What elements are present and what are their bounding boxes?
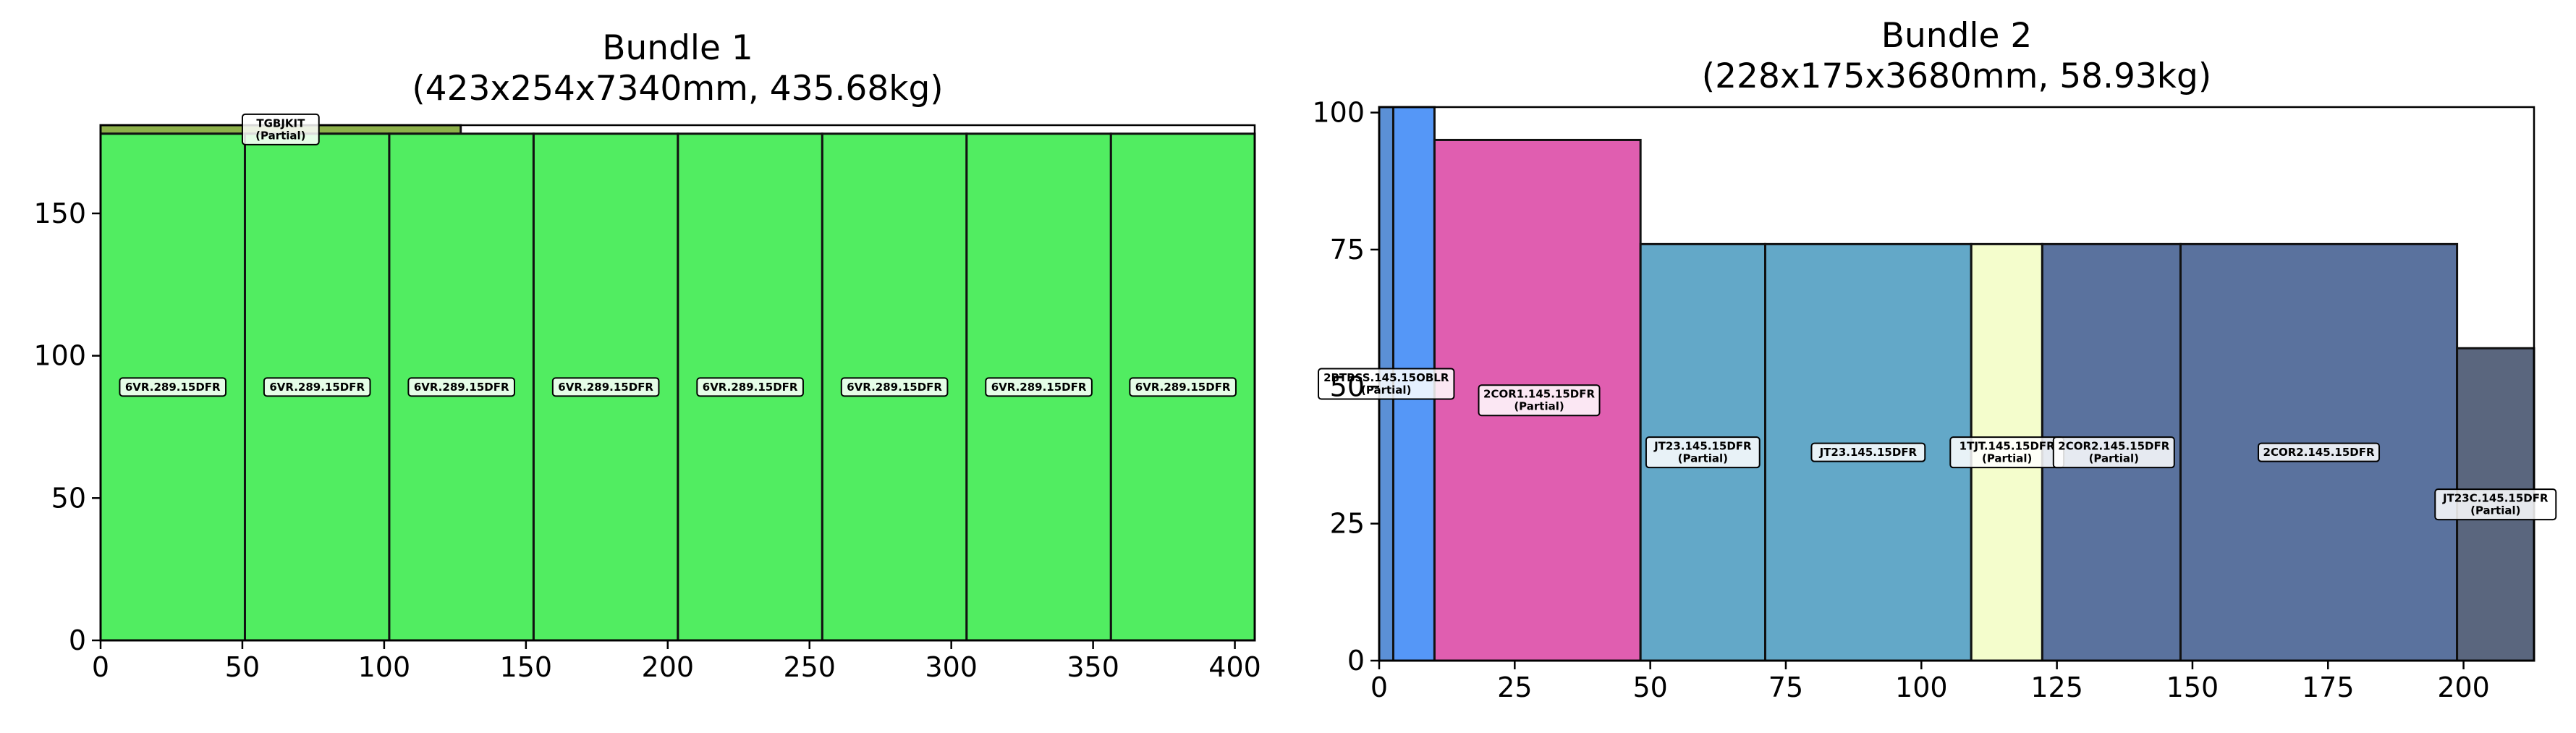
- x-tick-label: 200: [642, 651, 695, 683]
- bundle-2-item-label-1: 2BTBSS.145.15OBLR(Partial): [1318, 368, 1455, 400]
- x-tick-label: 150: [500, 651, 553, 683]
- chart-title-line-1: Bundle 2: [1881, 16, 2032, 56]
- chart-title-line-2: (228x175x3680mm, 58.93kg): [1702, 56, 2211, 96]
- x-tick-label: 50: [225, 651, 260, 683]
- label-text: (Partial): [1678, 452, 1728, 465]
- label-box: [241, 113, 320, 145]
- bundle-1-item-label-5: 6VR.289.15DFR: [551, 377, 660, 397]
- y-tick-label: 50: [51, 482, 86, 514]
- bundle-2-item-label-4: JT23.145.15DFR(Partial): [1645, 436, 1761, 469]
- bundle-2-item-label-8: 2COR2.145.15DFR: [2258, 442, 2381, 462]
- label-text: 6VR.289.15DFR: [558, 381, 653, 394]
- label-text: (Partial): [2089, 452, 2139, 465]
- bundle-1-item-label-2: 6VR.289.15DFR: [119, 377, 227, 397]
- bundle-1-item-label-1: TGBJKIT(Partial): [241, 113, 320, 145]
- label-text: (Partial): [1982, 452, 2032, 465]
- label-box: [1318, 368, 1455, 400]
- bundle-2-item-label-6: 1TJT.145.15DFR(Partial): [1949, 436, 2065, 469]
- y-tick-label: 0: [69, 624, 86, 656]
- label-text: (Partial): [2470, 504, 2520, 517]
- bundle-1-item-label-8: 6VR.289.15DFR: [985, 377, 1093, 397]
- label-box: [2434, 488, 2557, 521]
- label-box: [1478, 384, 1601, 417]
- x-tick-label: 175: [2302, 671, 2355, 703]
- x-tick-label: 125: [2030, 671, 2083, 703]
- y-tick-label: 25: [1330, 508, 1365, 540]
- y-tick-label: 100: [1312, 97, 1365, 129]
- y-tick-label: 150: [33, 198, 86, 229]
- x-tick-label: 200: [2437, 671, 2490, 703]
- label-text: JT23.145.15DFR: [1653, 440, 1752, 453]
- chart-title-line-2: (423x254x7340mm, 435.68kg): [412, 69, 943, 109]
- label-text: 2BTBSS.145.15OBLR: [1323, 371, 1449, 384]
- label-text: 6VR.289.15DFR: [414, 381, 509, 394]
- x-tick-label: 0: [1370, 671, 1388, 703]
- label-text: (Partial): [255, 129, 305, 142]
- label-text: 6VR.289.15DFR: [1135, 381, 1231, 394]
- x-tick-label: 250: [783, 651, 836, 683]
- label-box: [1129, 377, 1237, 397]
- x-tick-label: 0: [92, 651, 109, 683]
- label-box: [840, 377, 949, 397]
- bundle-1-item-label-7: 6VR.289.15DFR: [840, 377, 949, 397]
- label-text: 1TJT.145.15DFR: [1959, 440, 2055, 453]
- label-text: 6VR.289.15DFR: [991, 381, 1087, 394]
- x-tick-label: 25: [1497, 671, 1532, 703]
- x-tick-label: 400: [1208, 651, 1261, 683]
- label-box: [119, 377, 227, 397]
- label-text: 6VR.289.15DFR: [703, 381, 798, 394]
- label-text: JT23C.145.15DFR: [2442, 492, 2549, 505]
- bundle-1-item-label-6: 6VR.289.15DFR: [696, 377, 804, 397]
- label-text: (Partial): [1361, 384, 1411, 397]
- label-box: [2052, 436, 2175, 469]
- label-text: TGBJKIT: [256, 116, 305, 130]
- y-tick-label: 75: [1330, 234, 1365, 266]
- x-tick-label: 350: [1067, 651, 1119, 683]
- bundle-2-item-label-7: 2COR2.145.15DFR(Partial): [2052, 436, 2175, 469]
- label-box: [2258, 442, 2381, 462]
- bundle-1-item-label-3: 6VR.289.15DFR: [263, 377, 371, 397]
- y-tick-label: 0: [1347, 645, 1365, 677]
- label-text: JT23.145.15DFR: [1819, 446, 1918, 459]
- label-text: 2COR1.145.15DFR: [1483, 388, 1595, 401]
- bundle-2-chart: Bundle 2(228x175x3680mm, 58.93kg) 2BTBSS.…: [1312, 16, 2557, 703]
- plot-frame: [99, 124, 1256, 642]
- label-box: [1810, 442, 1926, 462]
- label-text: 2COR2.145.15DFR: [2263, 446, 2375, 459]
- label-box: [551, 377, 660, 397]
- label-text: 6VR.289.15DFR: [125, 381, 221, 394]
- label-box: [696, 377, 804, 397]
- label-text: (Partial): [1514, 400, 1564, 413]
- label-text: 6VR.289.15DFR: [847, 381, 942, 394]
- label-box: [985, 377, 1093, 397]
- x-tick-label: 100: [1895, 671, 1948, 703]
- x-tick-label: 50: [1632, 671, 1667, 703]
- y-tick-label: 50: [1330, 370, 1365, 402]
- bundle-2-item-label-9: JT23C.145.15DFR(Partial): [2434, 488, 2557, 521]
- bundle-1-item-label-9: 6VR.289.15DFR: [1129, 377, 1237, 397]
- x-tick-label: 100: [358, 651, 411, 683]
- y-tick-label: 100: [33, 340, 86, 372]
- bundle-2-item-label-5: JT23.145.15DFR: [1810, 442, 1926, 462]
- bundle-1-chart: Bundle 1(423x254x7340mm, 435.68kg) TGBJKI…: [33, 28, 1261, 683]
- label-text: 2COR2.145.15DFR: [2058, 440, 2169, 453]
- bundle-2-item-label-3: 2COR1.145.15DFR(Partial): [1478, 384, 1601, 417]
- label-box: [263, 377, 371, 397]
- bundle-1-item-label-4: 6VR.289.15DFR: [407, 377, 515, 397]
- x-tick-label: 150: [2166, 671, 2219, 703]
- label-box: [407, 377, 515, 397]
- x-tick-label: 75: [1768, 671, 1803, 703]
- label-text: 6VR.289.15DFR: [269, 381, 365, 394]
- x-tick-label: 300: [925, 651, 978, 683]
- label-box: [1645, 436, 1761, 469]
- chart-title-line-1: Bundle 1: [602, 28, 753, 68]
